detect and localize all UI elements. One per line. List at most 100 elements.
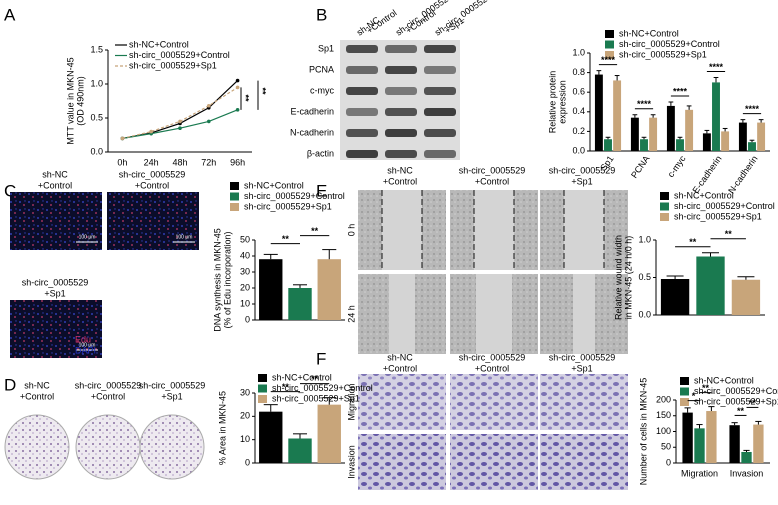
blot-frame	[340, 40, 460, 160]
image-label: sh-NC	[387, 352, 413, 362]
legend-swatch	[660, 213, 669, 221]
y-tick-label: 30	[240, 387, 250, 397]
blot-band	[385, 87, 417, 95]
blot-band	[385, 150, 417, 158]
y-tick-label: 0.5	[90, 112, 103, 122]
bar	[613, 80, 622, 151]
legend-label: sh-circ_0005529+Sp1	[272, 393, 360, 403]
data-point	[149, 129, 153, 134]
bar	[685, 109, 694, 151]
image-label: +Control	[38, 180, 72, 190]
y-tick-label: 20	[240, 282, 250, 292]
y-axis-label: (OD 490nm)	[75, 76, 85, 126]
wound-gap	[564, 190, 604, 270]
y-axis-label: DNA synthesis in MKN-45	[212, 228, 222, 332]
image-label: sh-circ_0005529	[459, 165, 526, 175]
y-tick-label: 0.5	[638, 272, 651, 282]
legend-label: sh-circ_0005529+Sp1	[619, 49, 707, 59]
x-tick-label: c-myc	[666, 153, 688, 179]
wound-gap	[382, 190, 422, 270]
blot-row-label: c-myc	[310, 85, 334, 95]
blot-band	[346, 45, 378, 53]
annotation: ****	[709, 62, 724, 72]
blot-band	[424, 87, 456, 95]
legend-swatch	[230, 182, 239, 190]
y-tick-label: 40	[240, 250, 250, 260]
image-label: sh-circ_0005529	[549, 352, 616, 362]
blot-band	[385, 129, 417, 137]
fluorescence-image	[10, 192, 102, 250]
y-tick-label: 1.0	[638, 234, 651, 244]
blot-band	[346, 150, 378, 158]
image-label: sh-circ_0005529	[459, 352, 526, 362]
y-tick-label: 0	[245, 314, 250, 324]
legend-label: sh-circ_0005529+Sp1	[244, 201, 332, 211]
wound-gap	[389, 274, 415, 354]
blot-band	[346, 66, 378, 74]
x-tick-label: N-cadherin	[726, 154, 759, 196]
panel-letter: A	[4, 5, 16, 24]
legend-label: sh-circ_0005529+Control	[694, 386, 778, 396]
data-point	[178, 126, 182, 130]
y-tick-label: 1.5	[90, 44, 103, 54]
legend-swatch	[230, 192, 239, 201]
legend-swatch	[605, 40, 614, 49]
data-line	[122, 86, 238, 139]
data-point	[235, 85, 240, 90]
annotation: **	[749, 398, 757, 408]
colony-dish	[139, 414, 205, 480]
bar	[702, 133, 711, 151]
transwell-image	[450, 434, 538, 490]
y-tick-label: 0.6	[572, 87, 585, 97]
x-tick-label: E-cadherin	[690, 154, 723, 195]
annotation: **	[689, 237, 697, 247]
legend-label: sh-NC+Control	[129, 39, 189, 49]
fluorescence-image	[107, 192, 199, 250]
y-axis-label: Relative wound width	[613, 235, 623, 320]
y-tick-label: 0.0	[638, 309, 651, 319]
row-label: Invasion	[346, 445, 356, 479]
bar	[259, 259, 283, 320]
x-tick-label: Invasion	[730, 468, 764, 478]
y-tick-label: 0.0	[90, 146, 103, 156]
x-tick-label: 24h	[144, 157, 159, 167]
legend-label: sh-NC+Control	[674, 190, 734, 200]
image-label: +Sp1	[571, 363, 592, 373]
blot-band	[424, 108, 456, 116]
legend-label: sh-NC+Control	[694, 375, 754, 385]
y-tick-label: 1.0	[572, 47, 585, 57]
y-axis-label: Relative protein	[547, 71, 557, 134]
blot-row-label: β-actin	[307, 148, 334, 158]
annotation: **	[282, 234, 290, 244]
image-label: +Control	[475, 363, 509, 373]
legend-swatch	[605, 51, 614, 59]
legend-swatch	[605, 30, 614, 38]
image-label: +Control	[20, 391, 54, 401]
legend-label: sh-NC+Control	[244, 180, 304, 190]
legend-swatch	[230, 203, 239, 211]
blot-band	[346, 129, 378, 137]
blot-band	[385, 66, 417, 74]
legend-label: sh-circ_0005529+Control	[244, 191, 345, 201]
x-tick-label: Migration	[681, 468, 718, 478]
bar	[729, 425, 740, 463]
y-tick-label: 20	[240, 411, 250, 421]
legend-swatch	[680, 398, 689, 406]
y-tick-label: 0.0	[572, 145, 585, 155]
image-label: +Control	[91, 391, 125, 401]
bar	[640, 139, 648, 151]
data-point	[235, 108, 240, 112]
legend-swatch	[660, 202, 669, 211]
bar	[748, 142, 756, 151]
annotation: **	[725, 229, 733, 239]
panel-letter: B	[316, 5, 327, 24]
bar	[694, 428, 705, 463]
transwell-image	[450, 374, 538, 430]
bar	[288, 438, 312, 463]
legend-label: sh-circ_0005529+Sp1	[129, 60, 217, 70]
legend-label: sh-NC+Control	[272, 372, 332, 382]
transwell-image	[358, 374, 446, 430]
data-point	[178, 119, 182, 124]
data-point	[207, 103, 211, 108]
y-tick-label: 150	[656, 410, 671, 420]
